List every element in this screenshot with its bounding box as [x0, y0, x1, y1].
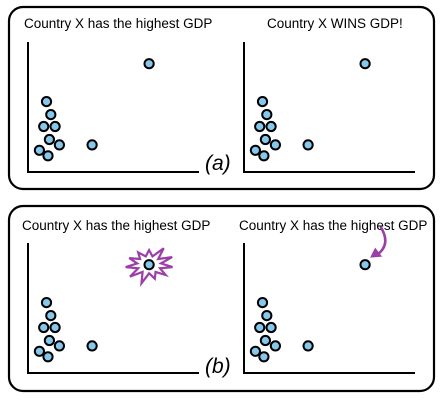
- data-point: [302, 340, 314, 352]
- data-point: [40, 297, 53, 309]
- data-point: [42, 150, 54, 162]
- panel-a-frame: [7, 5, 436, 191]
- data-point: [259, 133, 271, 146]
- data-point: [43, 334, 56, 347]
- axes: [27, 42, 199, 173]
- plot-a-left: [27, 42, 199, 173]
- data-point: [45, 310, 57, 322]
- data-point: [49, 120, 61, 133]
- data-point: [258, 351, 270, 363]
- data-point: [249, 345, 261, 357]
- data-point: [249, 144, 261, 156]
- data-point: [258, 150, 270, 162]
- data-point: [254, 321, 266, 334]
- panel-a-label: (a): [205, 152, 231, 175]
- data-point: [53, 340, 66, 352]
- axes: [243, 243, 415, 374]
- data-point: [86, 340, 98, 352]
- data-point: [33, 144, 46, 156]
- plots-layer: [27, 42, 415, 374]
- data-point: [38, 321, 50, 334]
- panel-b-right-title: Country X has the highest GDP: [239, 218, 427, 233]
- data-point: [53, 139, 66, 151]
- arrowhead: [370, 247, 383, 258]
- data-point: [86, 139, 98, 151]
- data-point: [269, 139, 281, 151]
- data-point: [256, 96, 269, 108]
- data-point: [42, 351, 54, 363]
- plot-a-right: [243, 42, 415, 173]
- data-point: [49, 321, 61, 334]
- country-x-point: [359, 259, 371, 271]
- axes: [27, 243, 199, 374]
- data-point: [256, 297, 269, 309]
- axes: [243, 42, 415, 173]
- country-x-point: [143, 259, 155, 271]
- data-point: [265, 120, 277, 133]
- panel-a-right-title: Country X WINS GDP!: [267, 16, 403, 31]
- panel-a-left-title: Country X has the highest GDP: [24, 16, 212, 31]
- country-x-point: [143, 58, 155, 70]
- panel-b-frame: [7, 204, 436, 393]
- country-x-point: [359, 58, 371, 70]
- data-point: [43, 133, 56, 146]
- arrow-highlight: [375, 226, 387, 256]
- panel-b-left-title: Country X has the highest GDP: [22, 218, 210, 233]
- data-point: [254, 120, 266, 133]
- data-point: [261, 310, 273, 322]
- data-point: [45, 109, 57, 121]
- plot-b-left: [27, 243, 199, 374]
- plot-b-right: [243, 226, 415, 374]
- data-point: [38, 120, 50, 133]
- data-point: [261, 109, 273, 121]
- data-point: [40, 96, 53, 108]
- data-point: [33, 345, 46, 357]
- data-point: [269, 340, 281, 352]
- data-point: [302, 139, 314, 151]
- data-point: [265, 321, 277, 334]
- data-point: [259, 334, 271, 347]
- panel-b-label: (b): [205, 355, 231, 378]
